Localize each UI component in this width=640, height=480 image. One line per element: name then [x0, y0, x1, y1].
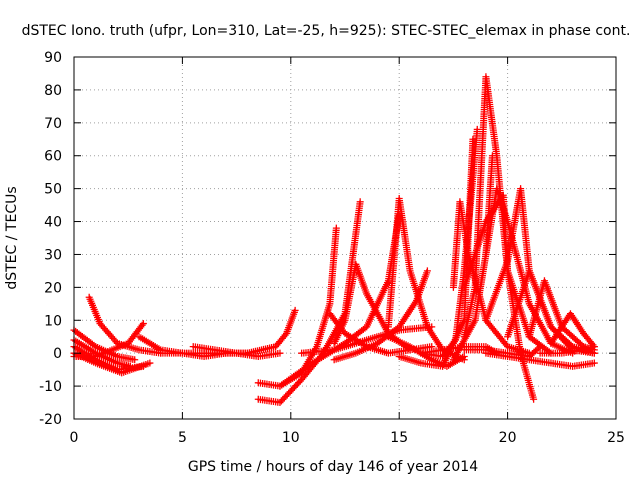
x-axis-label: GPS time / hours of day 146 of year 2014 — [188, 459, 478, 475]
y-tick-label-9: 70 — [44, 116, 62, 132]
y-tick-label-5: 30 — [44, 247, 62, 263]
y-axis-label: dSTEC / TECUs — [4, 186, 20, 289]
data-point — [450, 338, 458, 346]
chart-title: dSTEC Iono. truth (ufpr, Lon=310, Lat=-2… — [22, 23, 631, 39]
series-arc10 — [200, 306, 299, 357]
data-point — [332, 224, 340, 232]
data-point — [473, 125, 481, 133]
series-arc26 — [482, 185, 577, 357]
x-tick-label-3: 15 — [390, 430, 408, 446]
data-point — [291, 306, 299, 314]
x-tick-label-4: 20 — [499, 430, 517, 446]
series-arc13 — [276, 211, 403, 390]
series-arc11 — [254, 224, 340, 390]
y-tick-label-8: 60 — [44, 149, 62, 165]
y-tick-label-2: 0 — [53, 346, 62, 362]
series-arc06 — [70, 320, 147, 360]
data-point — [356, 198, 364, 206]
data-point — [590, 359, 598, 367]
y-tick-label-1: -10 — [39, 379, 62, 395]
data-point — [460, 352, 468, 360]
data-point — [536, 343, 544, 351]
y-tick-label-10: 80 — [44, 83, 62, 99]
data-point — [535, 344, 543, 352]
data-point — [146, 359, 154, 367]
data-point — [90, 341, 98, 349]
x-tick-label-1: 5 — [178, 430, 187, 446]
y-tick-label-0: -20 — [39, 412, 62, 428]
data-point — [281, 331, 289, 339]
y-tick-label-3: 10 — [44, 313, 62, 329]
data-point — [590, 343, 598, 351]
y-tick-label-6: 40 — [44, 215, 62, 231]
y-tick-label-4: 20 — [44, 280, 62, 296]
series-arc34 — [536, 343, 598, 357]
series-arc21 — [417, 125, 481, 360]
plot-frame — [73, 56, 617, 420]
series-arc33 — [460, 343, 544, 360]
data-point — [131, 356, 139, 364]
data-point — [530, 395, 538, 403]
data-point — [469, 135, 477, 143]
data-layer — [70, 73, 598, 407]
data-point — [139, 320, 147, 328]
y-tick-label-11: 90 — [44, 50, 62, 66]
data-point — [138, 321, 146, 329]
data-point — [423, 267, 431, 275]
y-tick-label-7: 50 — [44, 182, 62, 198]
x-tick-label-2: 10 — [282, 430, 300, 446]
grid-layer — [74, 57, 616, 419]
series-arc17 — [330, 267, 431, 364]
x-tick-label-0: 0 — [70, 430, 79, 446]
series-arc04 — [70, 349, 154, 377]
x-tick-label-5: 25 — [607, 430, 625, 446]
data-point — [567, 341, 575, 349]
data-point — [276, 349, 284, 357]
axis-layer: 0 5 10 15 20 25 -20 -10 0 10 20 30 40 50 60 70 80 90 — [39, 50, 625, 446]
